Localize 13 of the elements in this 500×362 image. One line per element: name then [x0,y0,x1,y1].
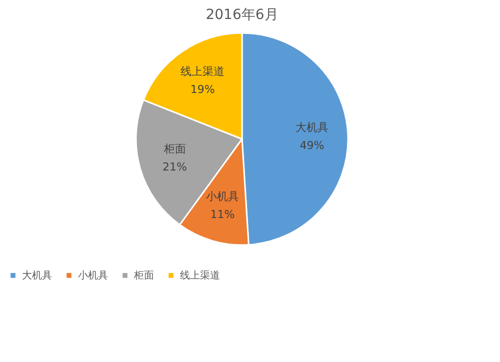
data-label: 21% [162,160,188,174]
data-label: 19% [190,83,215,96]
slice-label: 大机具 [295,120,328,134]
data-label: 49% [300,138,324,152]
chart-title: 2016年6月 [206,7,278,23]
legend-label: 柜面 [133,269,154,282]
slice-label: 柜面 [162,142,186,156]
legend-label: 大机具 [22,269,52,282]
slice-label: 线上渠道 [180,65,225,78]
legend-label: 小机具 [78,269,108,282]
legend-label: 线上渠道 [180,269,220,282]
data-label: 11% [210,208,235,222]
slice-label: 小机具 [206,190,239,204]
